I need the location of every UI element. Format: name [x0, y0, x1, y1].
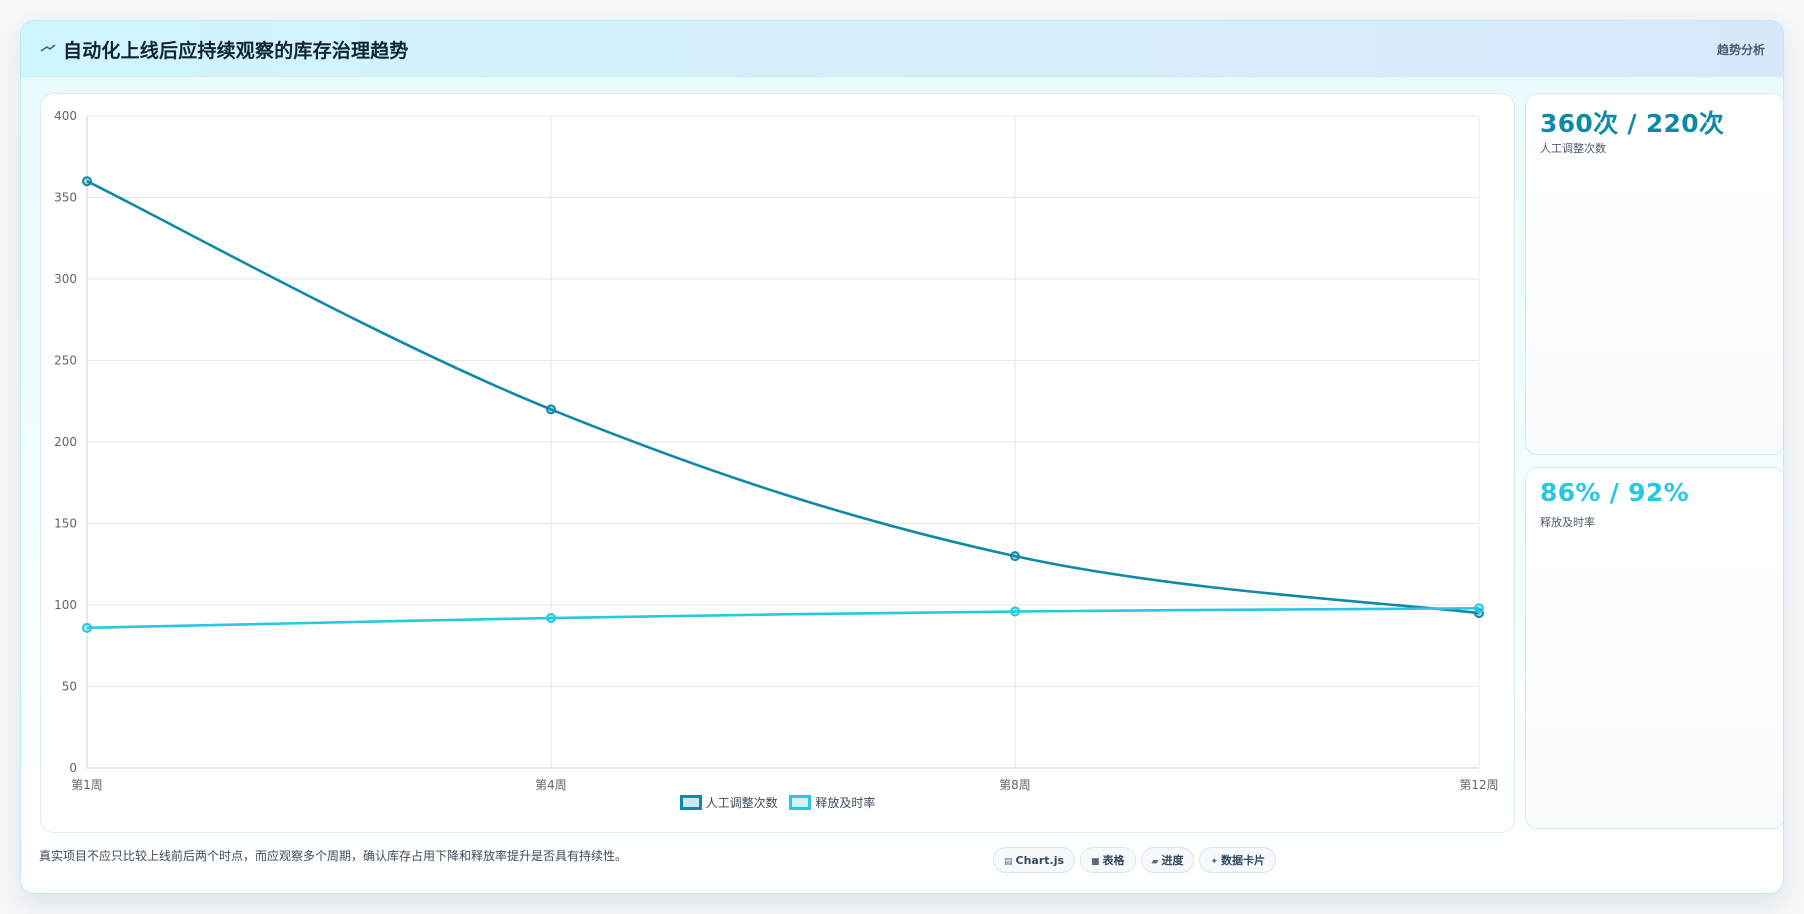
- x-tick-label: 第1周: [71, 778, 103, 792]
- chip-progress[interactable]: ▰ 进度: [1140, 847, 1195, 873]
- legend-swatch-manual: [679, 795, 702, 810]
- x-tick-label: 第12周: [1459, 778, 1498, 792]
- legend-label-manual: 人工调整次数: [705, 796, 778, 810]
- chip-label: Chart.js: [1015, 854, 1065, 867]
- stat-value-manual: 360次 / 220次: [1540, 109, 1725, 138]
- data-point: [1010, 551, 1020, 562]
- analysis-card: 自动化上线后应持续观察的库存治理趋势 趋势分析 0 50 100 150 200 250 3…: [20, 20, 1784, 894]
- data-point: [82, 622, 92, 633]
- y-tick-label: 50: [62, 680, 77, 694]
- chip-datacard[interactable]: ✦ 数据卡片: [1199, 847, 1277, 873]
- datacard-icon: ✦: [1210, 857, 1219, 867]
- data-point: [1474, 603, 1484, 614]
- card-header: 自动化上线后应持续观察的库存治理趋势 趋势分析: [21, 21, 1783, 77]
- chart-icon: ▤: [1004, 857, 1013, 867]
- progress-icon: ▰: [1151, 857, 1159, 867]
- page-title: 自动化上线后应持续观察的库存治理趋势: [63, 40, 409, 62]
- data-point: [546, 613, 556, 624]
- y-tick-label: 100: [54, 598, 77, 612]
- stat-label-manual: 人工调整次数: [1540, 142, 1606, 155]
- data-point: [82, 176, 92, 187]
- chip-label: 数据卡片: [1221, 854, 1266, 867]
- legend-item-manual[interactable]: 人工调整次数: [679, 794, 778, 811]
- footnote: 真实项目不应只比较上线前后两个时点，而应观察多个周期，确认库存占用下降和释放率提…: [39, 849, 628, 863]
- legend-label-release: 释放及时率: [815, 796, 876, 810]
- chip-label: 表格: [1102, 854, 1125, 867]
- y-tick-label: 150: [54, 517, 77, 531]
- series-line-1: [86, 606, 1480, 630]
- analysis-tag: 趋势分析: [1716, 43, 1765, 57]
- x-tick-label: 第4周: [535, 778, 567, 792]
- table-icon: ■: [1091, 857, 1100, 867]
- series-line-0: [86, 180, 1480, 615]
- chip-chartjs[interactable]: ▤ Chart.js: [993, 847, 1076, 873]
- data-point: [546, 404, 556, 415]
- trend-icon: [40, 44, 56, 52]
- x-tick-label: 第8周: [999, 778, 1031, 792]
- y-tick-label: 400: [54, 109, 77, 123]
- chip-table[interactable]: ■ 表格: [1080, 847, 1136, 873]
- stat-card-release: 86% / 92% 释放及时率: [1525, 467, 1783, 829]
- y-tick-label: 300: [54, 272, 77, 286]
- y-tick-label: 250: [54, 354, 77, 368]
- y-tick-label: 0: [69, 761, 77, 775]
- data-point: [1010, 606, 1020, 617]
- chip-label: 进度: [1161, 854, 1184, 867]
- stat-value-release: 86% / 92%: [1540, 478, 1689, 507]
- y-tick-label: 350: [54, 191, 77, 205]
- stat-label-release: 释放及时率: [1540, 516, 1595, 529]
- chip-group: ▤ Chart.js ■ 表格 ▰ 进度 ✦ 数据卡片: [993, 847, 1281, 877]
- chart-legend: 人工调整次数 释放及时率: [41, 794, 1514, 814]
- line-chart: 0 50 100 150 200 250 300 350 400 第1周 第4周 第8周 第12周: [54, 109, 1499, 792]
- y-tick-label: 200: [54, 435, 77, 449]
- legend-swatch-release: [789, 795, 812, 810]
- chart-panel: 0 50 100 150 200 250 300 350 400 第1周 第4周 第8周 第12周 人工…: [40, 93, 1515, 833]
- legend-item-release[interactable]: 释放及时率: [789, 794, 875, 811]
- stat-card-manual: 360次 / 220次 人工调整次数: [1525, 93, 1783, 455]
